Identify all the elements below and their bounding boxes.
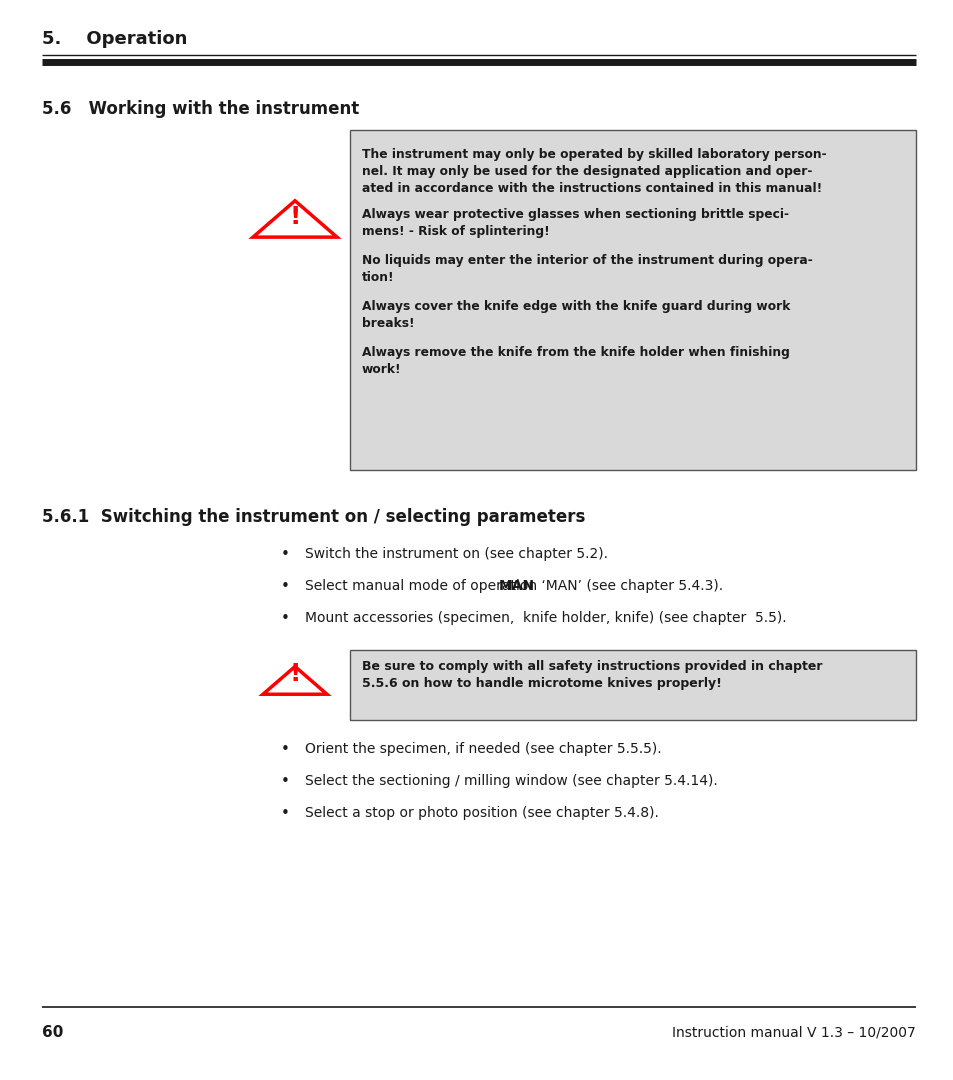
Text: 60: 60: [42, 1025, 63, 1040]
FancyBboxPatch shape: [350, 650, 915, 720]
Text: Always wear protective glasses when sectioning brittle speci-
mens! - Risk of sp: Always wear protective glasses when sect…: [361, 208, 788, 238]
Text: Be sure to comply with all safety instructions provided in chapter
5.5.6 on how : Be sure to comply with all safety instru…: [361, 660, 821, 690]
Text: Always cover the knife edge with the knife guard during work
breaks!: Always cover the knife edge with the kni…: [361, 300, 789, 330]
Text: •: •: [280, 774, 289, 789]
Text: Select manual mode of operation ‘MAN’ (see chapter 5.4.3).: Select manual mode of operation ‘MAN’ (s…: [305, 579, 722, 593]
Text: Mount accessories (specimen,  knife holder, knife) (see chapter  5.5).: Mount accessories (specimen, knife holde…: [305, 611, 786, 625]
Text: The instrument may only be operated by skilled laboratory person-
nel. It may on: The instrument may only be operated by s…: [361, 148, 825, 195]
Text: Select a stop or photo position (see chapter 5.4.8).: Select a stop or photo position (see cha…: [305, 806, 659, 820]
Text: •: •: [280, 546, 289, 562]
Polygon shape: [253, 201, 336, 238]
Text: Orient the specimen, if needed (see chapter 5.5.5).: Orient the specimen, if needed (see chap…: [305, 742, 661, 756]
Text: Always remove the knife from the knife holder when finishing
work!: Always remove the knife from the knife h…: [361, 346, 789, 376]
Text: Select the sectioning / milling window (see chapter 5.4.14).: Select the sectioning / milling window (…: [305, 774, 717, 788]
Text: !: !: [289, 662, 300, 686]
Text: 5.    Operation: 5. Operation: [42, 30, 187, 48]
Text: 5.6.1  Switching the instrument on / selecting parameters: 5.6.1 Switching the instrument on / sele…: [42, 508, 585, 526]
Text: •: •: [280, 806, 289, 821]
Text: •: •: [280, 742, 289, 757]
Text: MAN: MAN: [498, 579, 535, 593]
Text: 5.6   Working with the instrument: 5.6 Working with the instrument: [42, 100, 359, 118]
Text: Instruction manual V 1.3 – 10/2007: Instruction manual V 1.3 – 10/2007: [672, 1025, 915, 1039]
Text: !: !: [289, 205, 300, 229]
Text: •: •: [280, 611, 289, 626]
FancyBboxPatch shape: [350, 130, 915, 470]
Polygon shape: [263, 666, 327, 694]
Text: Switch the instrument on (see chapter 5.2).: Switch the instrument on (see chapter 5.…: [305, 546, 607, 561]
Text: No liquids may enter the interior of the instrument during opera-
tion!: No liquids may enter the interior of the…: [361, 254, 812, 284]
Text: •: •: [280, 579, 289, 594]
